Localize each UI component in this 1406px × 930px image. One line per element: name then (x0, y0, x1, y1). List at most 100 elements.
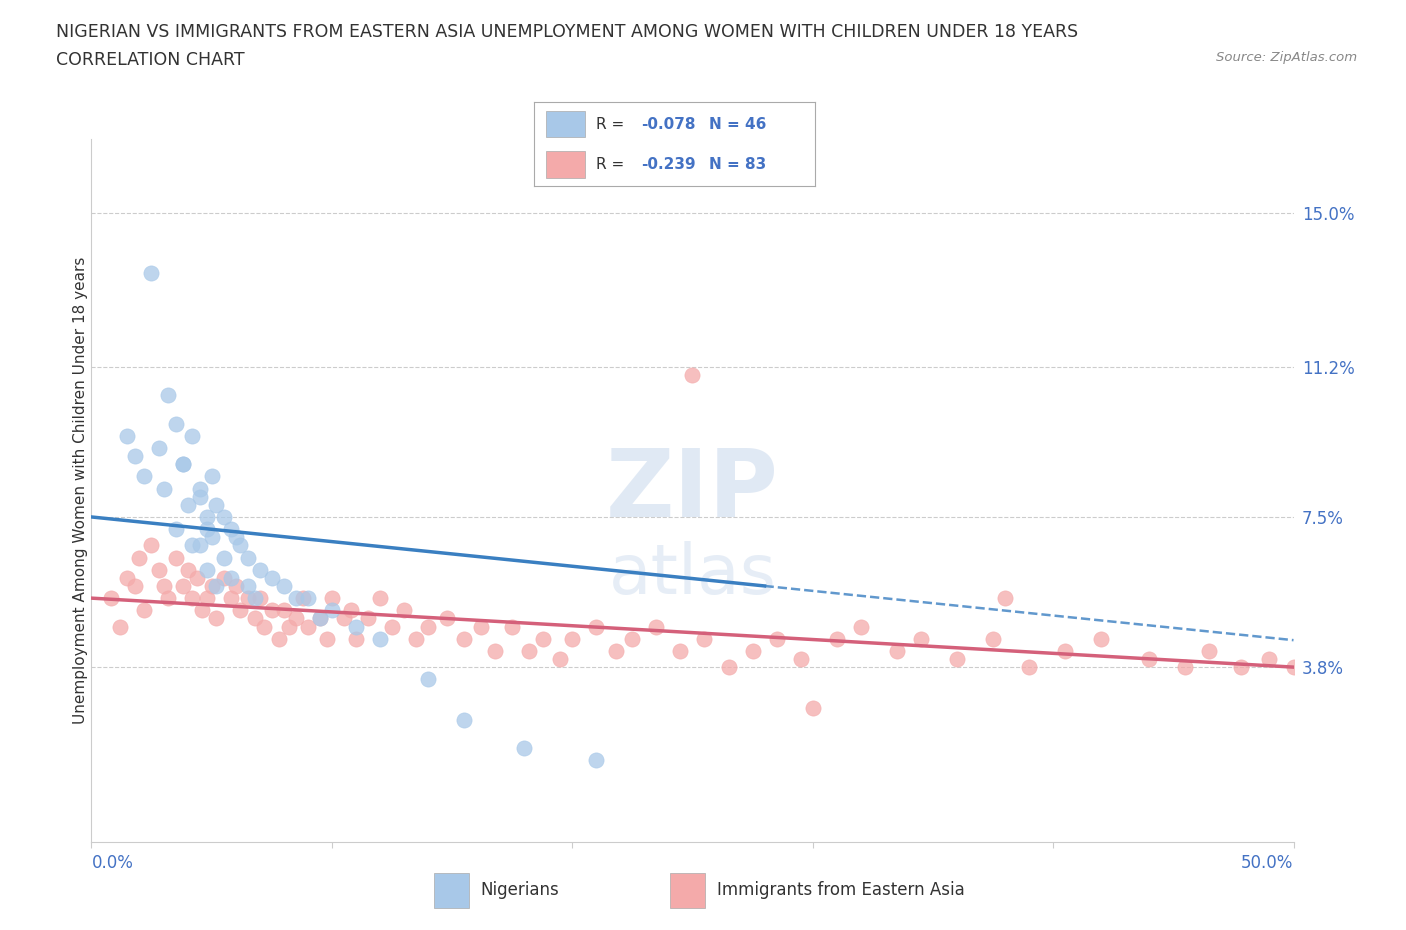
Point (188, 489, 211, 504)
Text: ZIP: ZIP (606, 445, 779, 537)
Point (219, 522, 242, 537)
Point (284, 591, 307, 605)
Point (219, 570, 242, 585)
Point (1090, 631, 1112, 646)
Point (212, 510, 235, 525)
Point (381, 619, 404, 634)
Point (181, 429, 204, 444)
Point (229, 538, 252, 552)
Point (368, 631, 391, 646)
Point (201, 530, 224, 545)
Point (148, 441, 170, 456)
Point (195, 522, 218, 537)
Point (765, 631, 787, 646)
Point (436, 611, 458, 626)
Point (172, 457, 194, 472)
Point (316, 631, 339, 646)
Text: Source: ZipAtlas.com: Source: ZipAtlas.com (1216, 51, 1357, 64)
Point (789, 652, 811, 667)
Point (605, 644, 627, 658)
Text: CORRELATION CHART: CORRELATION CHART (56, 51, 245, 69)
Point (141, 266, 163, 281)
Text: -0.239: -0.239 (641, 157, 696, 172)
Point (176, 563, 198, 578)
Point (340, 603, 363, 618)
Point (392, 603, 415, 618)
Point (165, 522, 187, 537)
Point (205, 578, 228, 593)
Point (128, 551, 150, 565)
Bar (669, 872, 706, 909)
Point (1229, 659, 1251, 674)
Point (531, 631, 554, 646)
Text: 0.0%: 0.0% (91, 854, 134, 871)
Point (321, 603, 343, 618)
Point (212, 551, 235, 565)
Point (236, 551, 259, 565)
Text: -0.078: -0.078 (641, 116, 696, 131)
Point (273, 603, 295, 618)
Point (157, 591, 180, 605)
Point (453, 712, 475, 727)
Point (253, 619, 276, 634)
Point (201, 469, 224, 484)
Point (176, 498, 198, 512)
Text: R =: R = (596, 157, 630, 172)
Point (801, 700, 824, 715)
Point (886, 644, 908, 658)
Point (172, 457, 194, 472)
Text: N = 83: N = 83 (709, 157, 766, 172)
Point (669, 644, 692, 658)
Point (277, 619, 299, 634)
Point (693, 631, 716, 646)
Point (260, 570, 283, 585)
Point (321, 591, 343, 605)
Point (561, 631, 583, 646)
Bar (433, 872, 470, 909)
Point (186, 570, 208, 585)
Point (225, 578, 247, 593)
Point (191, 603, 214, 618)
Point (243, 591, 266, 605)
Point (470, 619, 492, 634)
Point (297, 591, 319, 605)
Point (195, 563, 218, 578)
Point (308, 611, 330, 626)
Point (212, 570, 235, 585)
Point (236, 591, 259, 605)
Point (741, 644, 763, 658)
Point (219, 591, 242, 605)
Point (188, 481, 211, 496)
Point (172, 578, 194, 593)
Text: 50.0%: 50.0% (1241, 854, 1294, 871)
Point (100, 591, 122, 605)
Point (344, 631, 367, 646)
Point (229, 603, 252, 618)
Point (260, 603, 283, 618)
Bar (546, 111, 585, 138)
Point (1054, 644, 1077, 658)
Point (205, 611, 228, 626)
Point (717, 659, 740, 674)
Point (910, 631, 932, 646)
Point (585, 753, 607, 768)
Point (134, 469, 156, 484)
Point (645, 619, 668, 634)
Point (1282, 659, 1305, 674)
Text: N = 46: N = 46 (709, 116, 766, 131)
Point (1018, 659, 1040, 674)
Point (585, 619, 607, 634)
Text: atlas: atlas (609, 541, 776, 608)
Point (357, 611, 380, 626)
Point (148, 563, 170, 578)
Point (416, 671, 439, 686)
Point (405, 631, 427, 646)
Point (181, 591, 204, 605)
Point (849, 619, 872, 634)
Point (205, 498, 228, 512)
Point (517, 644, 540, 658)
Point (201, 578, 224, 593)
Point (484, 644, 506, 658)
Point (124, 578, 146, 593)
Text: NIGERIAN VS IMMIGRANTS FROM EASTERN ASIA UNEMPLOYMENT AMONG WOMEN WITH CHILDREN : NIGERIAN VS IMMIGRANTS FROM EASTERN ASIA… (56, 23, 1078, 41)
